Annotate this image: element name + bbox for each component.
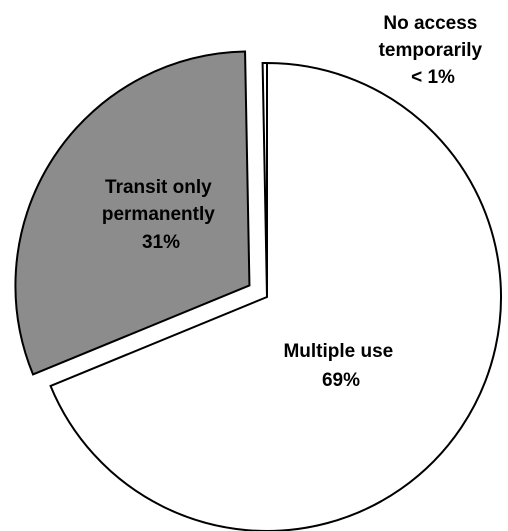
slice-label-transit-only-line-1: Transit only <box>105 177 212 198</box>
slice-label-multiple-use-line-1: Multiple use <box>283 341 393 362</box>
slice-multiple-use <box>49 61 502 531</box>
slice-label-no-access-line-1: No access <box>383 13 477 34</box>
slice-transit-only <box>14 50 251 376</box>
slice-value-multiple-use: 69% <box>322 370 360 391</box>
slice-label-transit-only: Transit only permanently 31% <box>102 177 220 253</box>
slice-label-no-access-line-2: temporarily <box>379 40 483 61</box>
slice-value-transit-only: 31% <box>142 232 180 253</box>
slice-label-transit-only-line-2: permanently <box>102 204 215 225</box>
slice-no-access <box>261 61 268 298</box>
slice-label-no-access: No access temporarily < 1% <box>379 13 488 88</box>
slice-value-no-access: < 1% <box>411 67 455 88</box>
slice-label-multiple-use: Multiple use 69% <box>283 341 398 391</box>
pie-slices <box>14 50 502 531</box>
